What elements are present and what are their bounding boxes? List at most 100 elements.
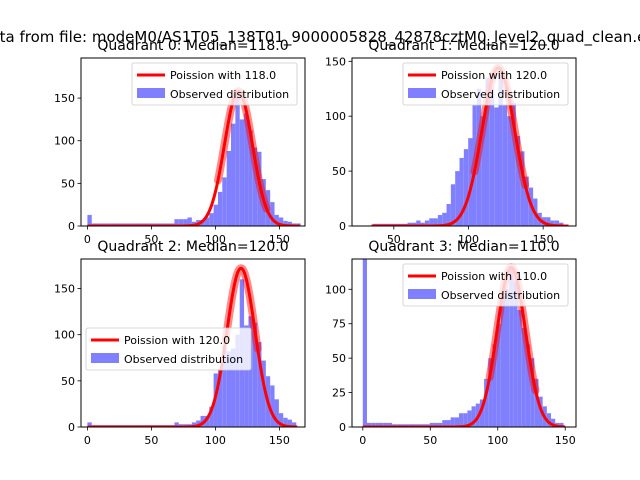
histogram-bar <box>559 422 564 427</box>
histogram-bar <box>459 157 464 226</box>
histogram-bar <box>287 221 292 226</box>
histogram-bar <box>481 116 486 226</box>
poisson-fit-highlight <box>221 264 262 353</box>
histogram-bar <box>383 422 388 427</box>
histogram-bar <box>196 420 201 427</box>
histogram-bar <box>278 413 284 427</box>
histogram-bar <box>489 88 495 226</box>
histogram-bar <box>505 289 510 427</box>
histogram-bar <box>468 138 473 226</box>
legend-fit-label: Poission with 120.0 <box>124 334 230 347</box>
histogram-bar <box>270 385 275 427</box>
figure-suptitle: Data from file: modeM0/AS1T05_138T01_900… <box>0 28 640 47</box>
x-tick-label: 150 <box>269 233 290 246</box>
histogram-bar <box>559 222 564 226</box>
histogram-bar <box>235 89 240 226</box>
histogram-bar <box>222 345 227 427</box>
histogram-bar <box>371 422 376 427</box>
histogram-bar <box>524 176 529 226</box>
histogram-bar <box>498 72 503 226</box>
y-tick-label: 50 <box>332 165 346 178</box>
x-tick-label: 50 <box>144 434 158 447</box>
y-tick-label: 50 <box>61 375 75 388</box>
histogram-bar <box>484 378 489 427</box>
x-tick-label: 50 <box>423 434 437 447</box>
histogram-bar <box>235 334 240 427</box>
histogram-bar <box>450 417 455 427</box>
histogram-bar <box>546 217 551 226</box>
histogram-bar <box>274 399 279 427</box>
histogram-bar <box>416 220 421 226</box>
x-tick-label: 0 <box>359 434 366 447</box>
histogram-bar <box>87 422 92 427</box>
histogram-bar <box>442 212 447 226</box>
histogram-bar <box>200 220 205 226</box>
histogram-bar <box>494 107 499 226</box>
histogram-bar <box>496 323 501 427</box>
histogram-bar <box>437 215 443 226</box>
legend-bar-swatch <box>91 353 119 363</box>
histogram-bar <box>424 220 430 226</box>
axes-frame <box>80 57 306 227</box>
histogram-bar <box>442 420 447 427</box>
histogram-bar <box>252 147 258 226</box>
y-tick-label: 0 <box>68 421 75 434</box>
histogram-bar <box>459 413 464 427</box>
histogram-bar <box>551 418 556 427</box>
histogram-bar <box>454 417 459 427</box>
legend-bar-label: Observed distribution <box>441 88 560 101</box>
histogram-bar <box>213 204 218 226</box>
histogram-bar <box>217 368 223 427</box>
legend-fit-label: Poission with 110.0 <box>441 270 547 283</box>
poisson-fit-line <box>370 66 570 226</box>
legend-box <box>85 327 252 371</box>
histogram-bar <box>222 177 227 226</box>
histogram-bar <box>492 344 497 427</box>
histogram-bar <box>471 406 476 427</box>
histogram-bar <box>174 219 179 226</box>
y-tick-label: 100 <box>54 135 75 148</box>
histogram-bar <box>520 151 525 226</box>
x-tick-label: 100 <box>205 434 226 447</box>
histogram-bar <box>248 316 253 427</box>
histogram-bar <box>252 322 258 427</box>
histogram-bar <box>521 327 526 427</box>
quadrant-title: Quadrant 1: Median=120.0 <box>368 38 559 54</box>
histogram-bar <box>479 399 485 427</box>
x-tick-label: 50 <box>144 233 158 246</box>
histogram-bar <box>433 218 438 226</box>
histogram-bar <box>231 123 236 226</box>
histogram-bar <box>209 406 214 427</box>
histogram-bar <box>463 413 468 427</box>
histogram-bar <box>87 214 92 226</box>
y-tick-label: 100 <box>54 329 75 342</box>
histogram-bar <box>429 218 434 226</box>
x-tick-label: 100 <box>205 233 226 246</box>
legend-bar-label: Observed distribution <box>124 353 243 366</box>
histogram-bar <box>517 309 522 427</box>
histogram-bar <box>283 220 288 226</box>
histogram-bar <box>467 410 472 427</box>
y-tick-label: 75 <box>332 318 346 331</box>
histogram-bar <box>546 413 552 427</box>
histogram-bar <box>485 77 490 226</box>
histogram-bar <box>287 419 292 427</box>
histogram-bar <box>530 358 535 427</box>
legend-bar-label: Observed distribution <box>170 88 289 101</box>
histogram-bar <box>226 150 232 226</box>
x-tick-label: 100 <box>487 434 508 447</box>
histogram-bar <box>411 222 417 226</box>
poisson-fit-line <box>361 265 567 427</box>
y-tick-label: 100 <box>325 110 346 123</box>
histogram-bar <box>455 171 460 226</box>
quadrant-3-panel: 0 50 100 150 0 25 50 75 100 Quadrant 3: Median=11… <box>325 239 577 447</box>
histogram-bar <box>420 222 425 226</box>
histogram-bar <box>209 213 214 226</box>
histogram-bar <box>183 219 188 226</box>
histogram-bar <box>525 344 531 427</box>
legend-box <box>402 62 569 106</box>
y-tick-label: 150 <box>325 55 346 68</box>
histogram-bar <box>554 220 560 226</box>
axes-frame <box>351 57 577 227</box>
histogram-bar <box>257 342 262 427</box>
